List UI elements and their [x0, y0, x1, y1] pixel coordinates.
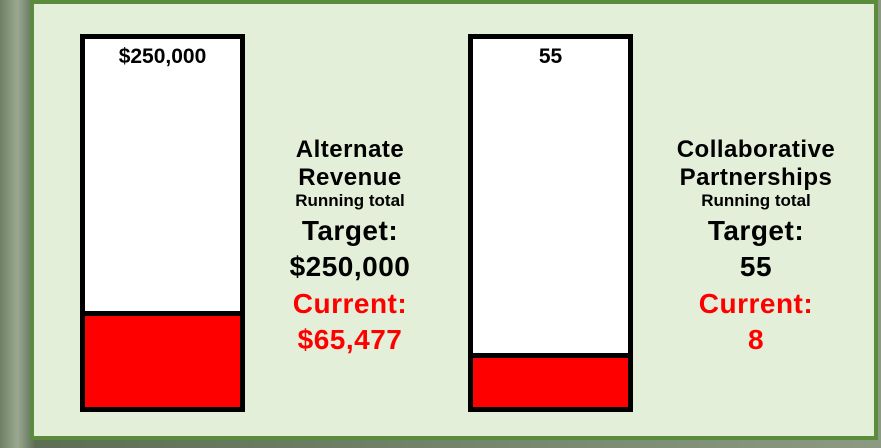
current-value: 8	[747, 323, 765, 355]
info: Collaborative Partnerships Running total T…	[646, 136, 866, 358]
title: Collaborative Partnerships	[676, 136, 836, 191]
gauge: 55	[468, 34, 633, 412]
subtitle: Running total	[701, 191, 811, 211]
target-label: Target:	[301, 214, 399, 246]
subtitle: Running total	[295, 191, 405, 211]
target-label: Target:	[707, 214, 805, 246]
current-label: Current:	[698, 287, 814, 319]
title: Alternate Revenue	[295, 136, 405, 191]
gauge-top-label: 55	[538, 45, 563, 68]
panel: $250,000 Alternate Revenue Running total Ta…	[30, 0, 878, 440]
info: Alternate Revenue Running total Target: $25…	[240, 136, 460, 358]
current-value: $65,477	[297, 323, 403, 355]
target-value: $250,000	[289, 251, 411, 283]
gauge-fill	[473, 353, 628, 407]
current-label: Current:	[292, 287, 408, 319]
gauge-fill	[85, 310, 240, 407]
target-value: 55	[739, 251, 773, 283]
gauge-top-label: $250,000	[118, 45, 207, 68]
gauge: $250,000	[80, 34, 245, 412]
